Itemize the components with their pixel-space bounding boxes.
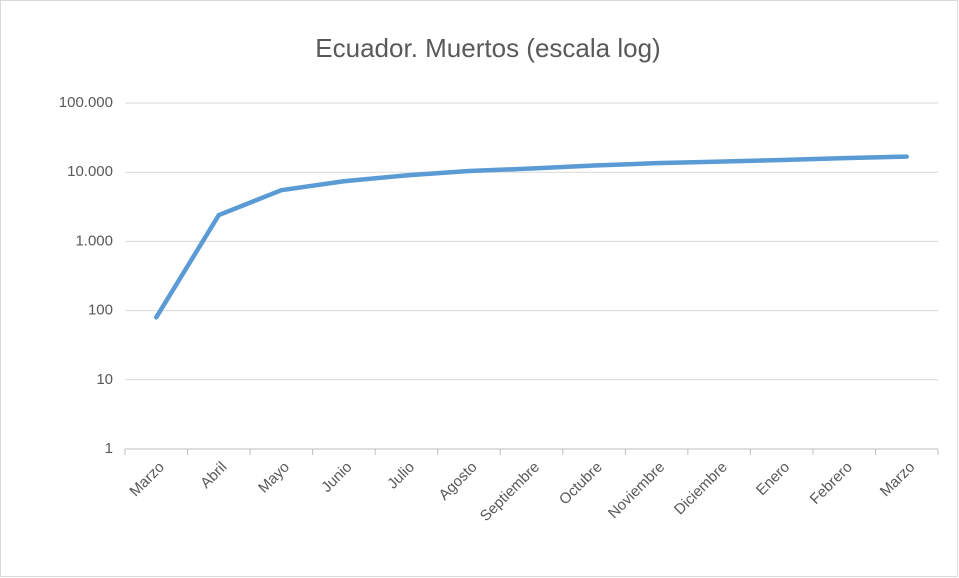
y-tick-label: 10: [96, 371, 113, 388]
line: [154, 154, 909, 320]
y-tick-label: 1.000: [75, 232, 113, 249]
y-tick-label: 100: [88, 302, 113, 319]
y-tick-label: 100.000: [59, 94, 113, 111]
chart-title: Ecuador. Muertos (escala log): [315, 33, 660, 63]
y-tick-label: 10.000: [67, 163, 113, 180]
y-tick-label: 1: [105, 440, 113, 457]
